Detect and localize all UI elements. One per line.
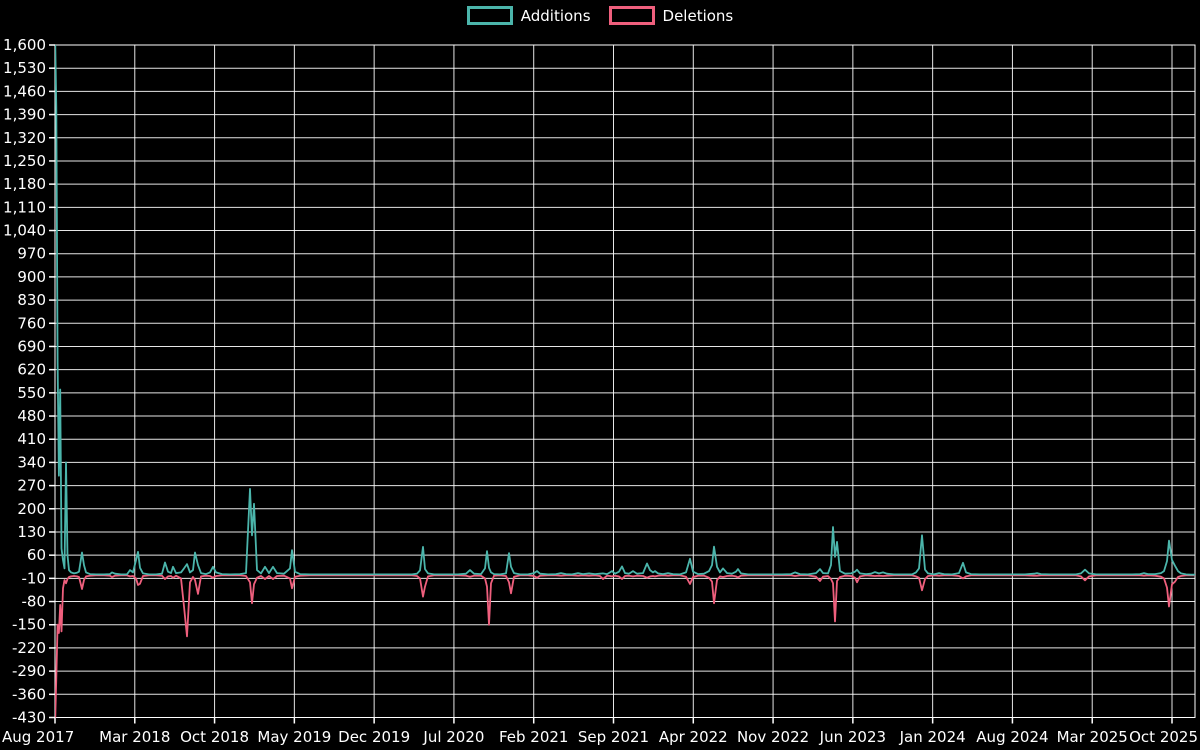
y-tick-label: 620 (17, 361, 46, 379)
x-tick-label: Oct 2018 (180, 728, 249, 746)
y-tick-label: 900 (17, 268, 46, 286)
y-tick-label: 1,110 (3, 198, 46, 216)
x-tick-label: Sep 2021 (578, 728, 649, 746)
x-tick-label: Jun 2023 (819, 728, 886, 746)
y-tick-label: 1,320 (3, 129, 46, 147)
x-tick-label: Aug 2024 (976, 728, 1048, 746)
deletions-line (55, 574, 1195, 718)
y-tick-label: 480 (17, 407, 46, 425)
y-tick-label: 1,040 (3, 222, 46, 240)
y-tick-label: 1,530 (3, 59, 46, 77)
y-tick-label: 830 (17, 291, 46, 309)
x-tick-label: Jul 2020 (422, 728, 484, 746)
y-tick-label: -360 (12, 685, 46, 703)
y-tick-label: -10 (22, 569, 47, 587)
y-tick-label: 410 (17, 430, 46, 448)
y-tick-label: 1,460 (3, 82, 46, 100)
additions-line (55, 45, 1195, 576)
x-tick-label: Dec 2019 (338, 728, 410, 746)
x-tick-label: Mar 2018 (99, 728, 170, 746)
x-tick-label: Apr 2022 (659, 728, 728, 746)
plot-border (54, 44, 1196, 718)
y-tick-label: 760 (17, 314, 46, 332)
x-tick-label: Jan 2024 (899, 728, 966, 746)
y-tick-label: 550 (17, 384, 46, 402)
y-tick-label: 1,180 (3, 175, 46, 193)
x-tick-label: May 2019 (257, 728, 331, 746)
x-tick-label: Oct 2025 (1129, 728, 1198, 746)
y-tick-label: 690 (17, 337, 46, 355)
x-tick-label: Mar 2025 (1057, 728, 1128, 746)
legend: Additions Deletions (0, 6, 1200, 25)
y-tick-label: 340 (17, 453, 46, 471)
y-tick-label: 200 (17, 500, 46, 518)
y-tick-label: -80 (22, 593, 47, 611)
x-tick-label: Feb 2021 (499, 728, 569, 746)
x-tick-label: Aug 2017 (2, 728, 74, 746)
additions-swatch-icon (466, 6, 513, 25)
y-tick-label: 60 (27, 546, 46, 564)
legend-item-deletions[interactable]: Deletions (608, 6, 734, 25)
y-tick-label: 1,250 (3, 152, 46, 170)
legend-label-additions: Additions (520, 6, 591, 25)
y-tick-label: 270 (17, 477, 46, 495)
y-tick-label: 970 (17, 245, 46, 263)
y-tick-label: -150 (12, 616, 46, 634)
x-tick-label: Nov 2022 (737, 728, 809, 746)
y-tick-label: -430 (12, 709, 46, 727)
y-tick-label: -220 (12, 639, 46, 657)
legend-item-additions[interactable]: Additions (466, 6, 591, 25)
y-tick-label: 130 (17, 523, 46, 541)
legend-label-deletions: Deletions (662, 6, 734, 25)
y-tick-label: 1,390 (3, 106, 46, 124)
y-tick-label: 1,600 (3, 36, 46, 54)
deletions-swatch-icon (608, 6, 655, 25)
y-tick-label: -290 (12, 662, 46, 680)
